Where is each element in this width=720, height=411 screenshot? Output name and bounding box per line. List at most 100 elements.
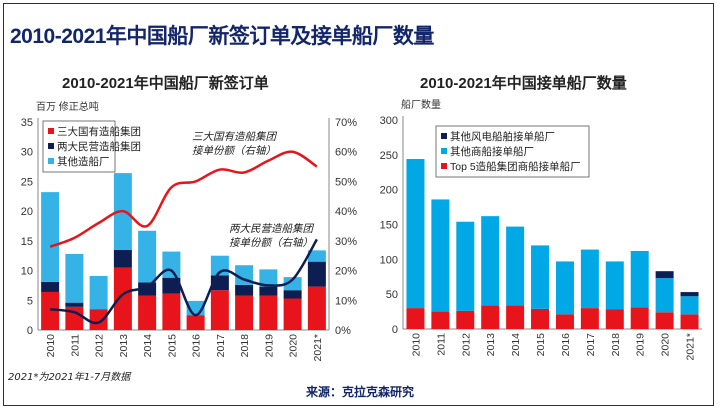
bar-2012-其他商船接单船厂 <box>456 221 475 311</box>
x-tick-label: 2012 <box>94 334 106 358</box>
legend-swatch-1 <box>48 143 54 149</box>
bar-2013-其他商船接单船厂 <box>481 216 500 306</box>
x-tick-label: 2020 <box>288 334 300 358</box>
y-tick-label: 150 <box>380 220 398 232</box>
bar-2011-两大民营造船集团 <box>65 302 84 307</box>
y2-tick-label: 0% <box>335 325 351 337</box>
legend-box <box>42 120 116 173</box>
x-tick-label: 2017 <box>585 333 597 357</box>
y-tick-label: 25 <box>21 176 33 188</box>
bar-2017-Top 5造船集团商船接单船厂 <box>580 308 599 329</box>
bar-2016-其他商船接单船厂 <box>555 261 574 315</box>
line-annotation: 接单份额（右轴） <box>229 237 313 249</box>
legend-swatch-0 <box>48 128 54 134</box>
y-tick-label: 0 <box>392 324 398 336</box>
x-tick-label: 2012 <box>460 333 472 357</box>
x-tick-label: 2020 <box>660 333 672 357</box>
x-tick-label: 2010 <box>410 333 422 357</box>
source-label: 来源：克拉克森研究 <box>305 385 414 399</box>
bar-2019-Top 5造船集团商船接单船厂 <box>630 307 649 329</box>
x-tick-label: 2018 <box>610 333 622 357</box>
bar-2010-三大国有造船集团 <box>41 291 60 330</box>
legend-label: 其他造船厂 <box>57 155 110 168</box>
y-tick-label: 10 <box>21 266 33 278</box>
y2-tick-label: 40% <box>335 206 357 218</box>
x-tick-label: 2021* <box>685 333 697 360</box>
x-tick-label: 2018 <box>239 334 251 358</box>
x-tick-label: 2017 <box>215 334 227 358</box>
x-tick-label: 2010 <box>45 334 57 358</box>
bar-2020-两大民营造船集团 <box>283 290 302 299</box>
line-annotation: 三大国有造船集团 <box>192 131 277 143</box>
x-tick-label: 2021* <box>312 334 324 361</box>
y2-tick-label: 10% <box>335 295 357 307</box>
y-tick-label: 30 <box>21 147 33 159</box>
x-tick-label: 2015 <box>535 333 547 357</box>
legend-label: 其他风电船舶接单船厂 <box>450 130 555 143</box>
right-chart-title: 2010-2021年中国接单船厂数量 <box>420 75 627 92</box>
bar-2015-其他造船厂 <box>162 251 181 278</box>
bar-2020-其他商船接单船厂 <box>655 278 674 313</box>
x-tick-label: 2016 <box>191 334 203 358</box>
bar-2015-三大国有造船集团 <box>162 293 181 330</box>
bar-2011-其他商船接单船厂 <box>431 199 450 312</box>
bar-2012-两大民营造船集团 <box>89 309 108 310</box>
y-tick-label: 50 <box>386 289 398 301</box>
frame-border <box>3 3 714 406</box>
bar-2021*-三大国有造船集团 <box>307 286 326 330</box>
y2-tick-label: 60% <box>335 147 357 159</box>
page-title: 2010-2021年中国船厂新签订单及接单船厂数量 <box>10 25 434 48</box>
bar-2010-其他造船厂 <box>41 192 60 282</box>
y-tick-label: 15 <box>21 236 33 248</box>
y-axis-title: 百万 修正总吨 <box>36 100 99 113</box>
bar-2019-两大民营造船集团 <box>259 286 278 296</box>
x-tick-label: 2011 <box>69 334 81 357</box>
bar-2018-其他商船接单船厂 <box>605 261 624 310</box>
bar-2018-Top 5造船集团商船接单船厂 <box>605 309 624 329</box>
legend-swatch-0 <box>441 133 447 139</box>
legend-label: 其他商船接单船厂 <box>450 145 534 158</box>
bar-2019-其他造船厂 <box>259 269 278 287</box>
x-tick-label: 2019 <box>263 334 275 358</box>
share-line-1 <box>49 238 318 325</box>
legend-label: Top 5造船集团商船接单船厂 <box>450 160 581 173</box>
bar-2018-两大民营造船集团 <box>235 284 254 296</box>
y2-tick-label: 70% <box>335 117 357 129</box>
y2-tick-label: 50% <box>335 176 357 188</box>
bar-2019-其他商船接单船厂 <box>630 250 649 308</box>
bar-2015-Top 5造船集团商船接单船厂 <box>531 308 550 329</box>
legend-label: 两大民营造船集团 <box>57 140 141 153</box>
x-tick-label: 2014 <box>510 333 522 357</box>
bar-2014-两大民营造船集团 <box>138 282 157 296</box>
bar-2014-三大国有造船集团 <box>138 295 157 330</box>
legend-swatch-2 <box>48 158 54 164</box>
bar-2014-Top 5造船集团商船接单船厂 <box>506 305 525 329</box>
y-tick-label: 100 <box>380 254 398 266</box>
line-annotation: 接单份额（右轴） <box>192 145 276 157</box>
y-tick-label: 35 <box>21 117 33 129</box>
bar-2012-其他造船厂 <box>89 275 108 310</box>
y-tick-label: 20 <box>21 206 33 218</box>
x-tick-label: 2014 <box>142 334 154 358</box>
y-tick-label: 250 <box>380 150 398 162</box>
y-tick-label: 300 <box>380 115 398 127</box>
bar-2012-Top 5造船集团商船接单船厂 <box>456 310 475 329</box>
bar-2012-三大国有造船集团 <box>89 309 108 330</box>
x-tick-label: 2019 <box>635 333 647 357</box>
bar-2013-Top 5造船集团商船接单船厂 <box>481 305 500 329</box>
left-chart-title: 2010-2021年中国船厂新签订单 <box>62 75 269 92</box>
bar-2017-三大国有造船集团 <box>210 290 229 330</box>
x-tick-label: 2011 <box>435 333 447 356</box>
x-tick-label: 2016 <box>560 333 572 357</box>
legend-swatch-2 <box>441 163 447 169</box>
bar-2015-两大民营造船集团 <box>162 277 181 294</box>
bar-2011-Top 5造船集团商船接单船厂 <box>431 311 450 329</box>
bar-2013-两大民营造船集团 <box>113 249 132 268</box>
bar-2021*-其他商船接单船厂 <box>680 296 699 315</box>
y-tick-label: 200 <box>380 185 398 197</box>
legend-swatch-1 <box>441 148 447 154</box>
y2-tick-label: 20% <box>335 266 357 278</box>
bar-2019-三大国有造船集团 <box>259 295 278 330</box>
bar-2010-Top 5造船集团商船接单船厂 <box>406 308 425 329</box>
